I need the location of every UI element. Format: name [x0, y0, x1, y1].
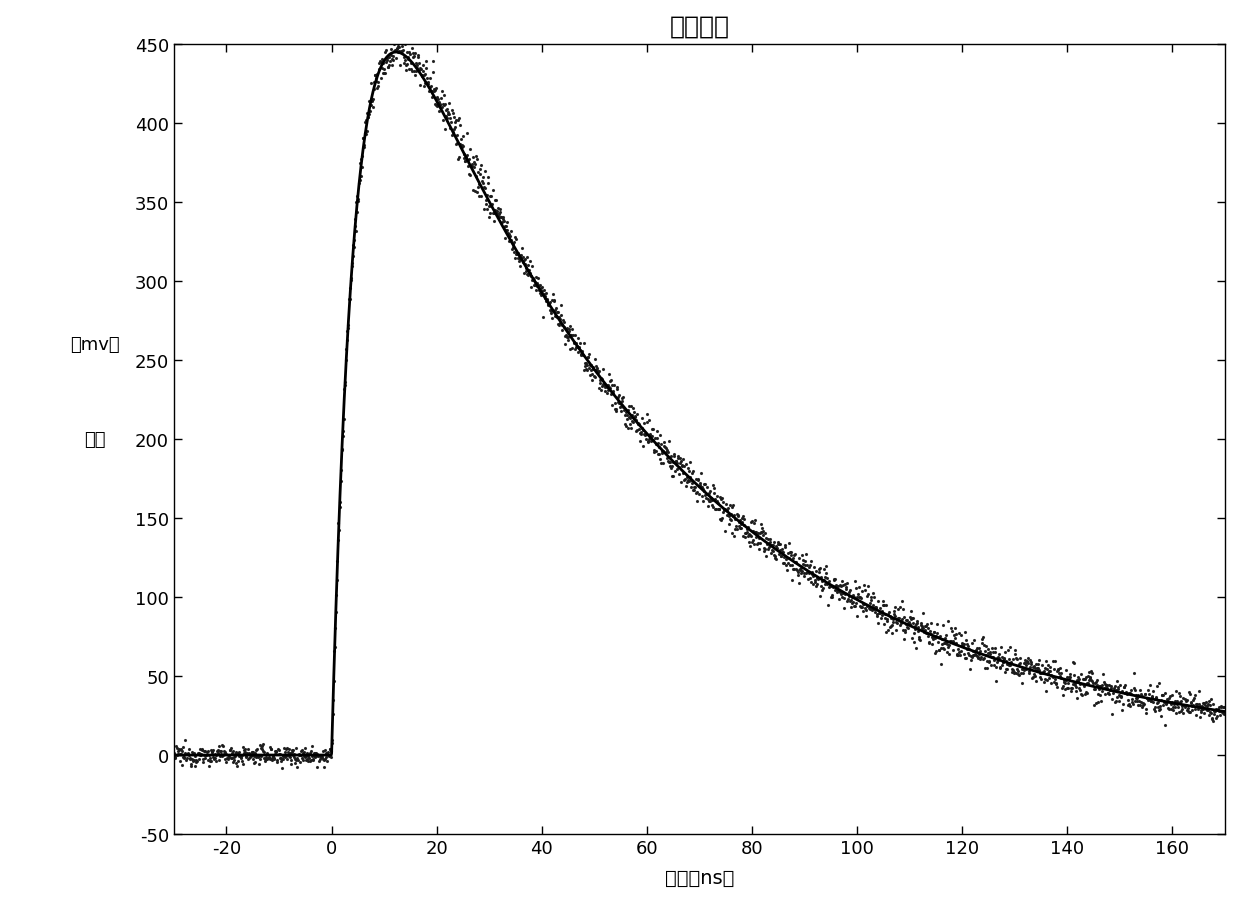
Title: 闪烁脉冲: 闪烁脉冲	[670, 15, 729, 39]
Text: 幅度: 幅度	[84, 430, 105, 448]
Text: （mv）: （mv）	[71, 336, 120, 354]
X-axis label: 时间（ns）: 时间（ns）	[665, 868, 734, 887]
